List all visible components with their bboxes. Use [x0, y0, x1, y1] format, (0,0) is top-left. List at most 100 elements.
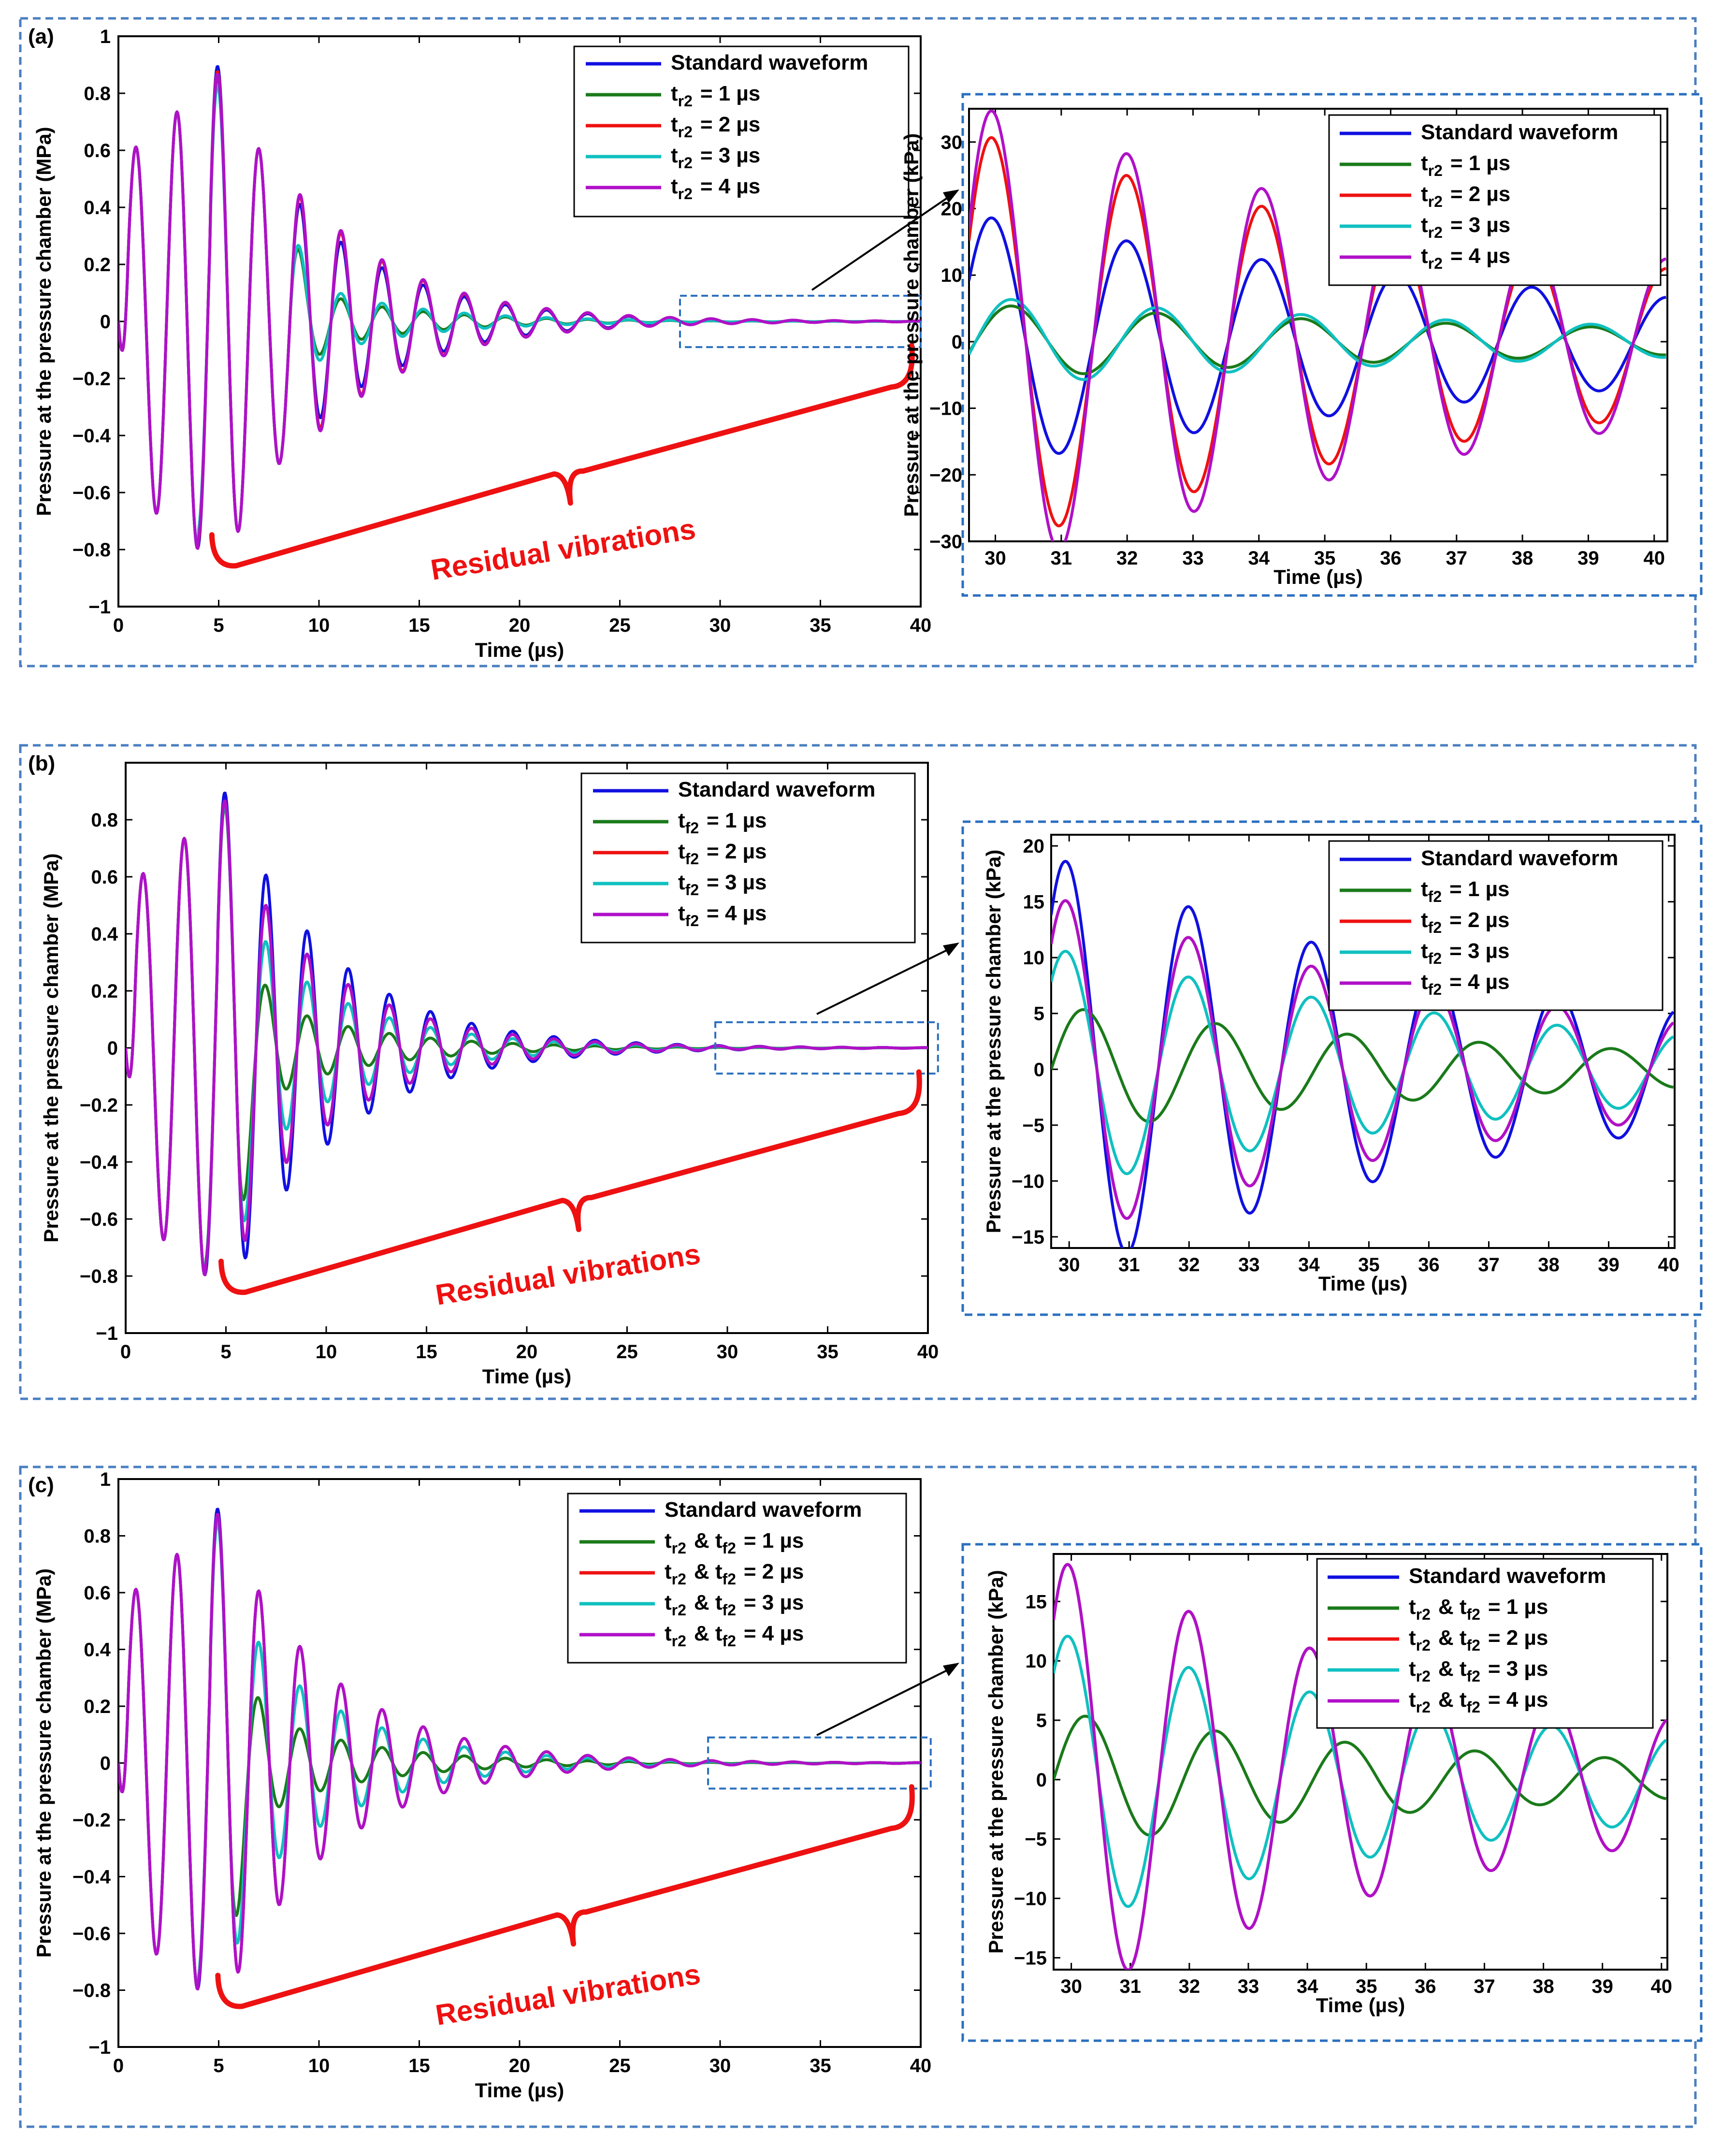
y-tick-label: −0.8	[80, 1266, 118, 1287]
x-tick-label: 33	[1182, 548, 1204, 569]
x-tick-label: 31	[1120, 1976, 1142, 1997]
y-tick-label: 15	[1023, 892, 1045, 913]
zoom-region-box	[679, 294, 922, 348]
x-tick-label: 39	[1598, 1254, 1620, 1276]
legend-label: tr2 & tf2 = 2 µs	[665, 1560, 804, 1588]
series-line-3	[969, 298, 1666, 381]
residual-brace	[209, 343, 915, 569]
y-tick-label: 0	[952, 332, 962, 353]
x-axis-label: Time (µs)	[1273, 566, 1362, 588]
x-tick-label: 34	[1297, 1976, 1318, 1997]
x-tick-label: 35	[810, 615, 831, 636]
series-line-4	[118, 1513, 921, 1990]
y-tick-label: −0.4	[72, 425, 111, 447]
legend-label: Standard waveform	[1421, 846, 1618, 870]
legend-label: Standard waveform	[1421, 120, 1618, 144]
y-axis-label: Pressure at the pressure chamber (kPa)	[984, 1570, 1007, 1954]
x-tick-label: 40	[917, 1341, 939, 1363]
x-tick-label: 15	[408, 2055, 430, 2076]
x-tick-label: 5	[213, 615, 224, 636]
x-tick-label: 40	[910, 615, 932, 636]
legend: Standard waveform tr2 = 1 µs tr2 = 2 µs tr2…	[1328, 114, 1662, 286]
x-tick-label: 40	[1651, 1976, 1673, 1997]
legend-label: Standard waveform	[665, 1498, 862, 1522]
y-tick-label: −0.6	[80, 1209, 118, 1230]
y-tick-label: −0.8	[72, 1980, 111, 2002]
x-tick-label: 37	[1446, 548, 1468, 569]
panel-b: (b) 0 5 10 15 20 25 30 35 40 −1 −0.8 −0.6 −0.4 −0.2 0 0.…	[19, 744, 1703, 1400]
x-tick-label: 40	[1643, 548, 1665, 569]
y-tick-label: 0.6	[84, 140, 111, 161]
y-tick-label: 1	[100, 1469, 111, 1490]
legend-label: Standard waveform	[671, 51, 868, 74]
inset-chart: 30 31 32 33 34 35 36 37 38 39 40 −15 −10 −5 0 5 10 15 Time…	[984, 1553, 1673, 2017]
zoom-arrow	[816, 1667, 953, 1736]
x-tick-label: 35	[1358, 1254, 1380, 1276]
x-tick-label: 34	[1248, 548, 1270, 569]
y-tick-label: −1	[88, 596, 111, 618]
x-tick-label: 37	[1474, 1976, 1495, 1997]
y-tick-label: −10	[1014, 1888, 1047, 1910]
x-tick-label: 35	[1356, 1976, 1377, 1997]
legend: Standard waveform tf2 = 1 µs tf2 = 2 µs tf2…	[1328, 840, 1664, 1011]
y-tick-label: 0	[1036, 1770, 1047, 1791]
legend-label: tf2 = 4 µs	[1421, 970, 1509, 998]
panel-c: (c)0 5 10 15 20 25 30 35 40−1−0.8−0.6−0.4−0.200.…	[19, 1466, 1703, 2128]
legend-label: tr2 = 3 µs	[1421, 213, 1510, 241]
x-tick-label: 30	[709, 615, 731, 636]
y-tick-label: −1	[96, 1323, 118, 1344]
y-tick-label: −0.4	[80, 1152, 118, 1173]
zoom-arrow-head	[943, 189, 959, 203]
x-tick-label: 36	[1418, 1254, 1440, 1276]
legend-label: tr2 & tf2 = 3 µs	[665, 1591, 804, 1619]
legend-label: tr2 = 1 µs	[1421, 151, 1510, 179]
legend-label: tf2 = 2 µs	[678, 840, 767, 868]
x-tick-label: 31	[1051, 548, 1072, 569]
y-axis-label: Pressure at the pressure chamber (kPa)	[982, 850, 1005, 1234]
y-tick-label: −5	[1025, 1829, 1047, 1850]
y-tick-label: 0.2	[84, 1696, 111, 1717]
y-tick-label: 10	[1023, 947, 1045, 969]
y-tick-label: 0.4	[84, 1640, 111, 1661]
y-tick-label: 0	[107, 1038, 118, 1059]
y-axis-label: Pressure at the pressure chamber (MPa)	[40, 853, 62, 1242]
y-tick-label: −30	[929, 531, 962, 552]
legend-label: tf2 = 3 µs	[678, 871, 767, 899]
y-tick-label: −0.2	[80, 1095, 118, 1116]
x-axis-label: Time (µs)	[1316, 1994, 1405, 2017]
residual-brace	[218, 1069, 922, 1295]
zoom-arrow	[811, 193, 954, 291]
x-axis-label: Time (µs)	[475, 639, 564, 661]
legend-label: tr2 = 2 µs	[1421, 182, 1510, 210]
x-tick-label: 37	[1478, 1254, 1500, 1276]
x-tick-label: 34	[1298, 1254, 1320, 1276]
zoom-arrow	[816, 946, 953, 1015]
x-tick-label: 35	[810, 2055, 831, 2076]
zoom-region-box	[707, 1736, 932, 1790]
y-tick-label: 0	[1034, 1059, 1044, 1080]
zoom-arrow-head	[943, 943, 959, 956]
main-chart: 0 5 10 15 20 25 30 35 40 −1 −0.8 −0.6 −0.4 −0.2 0 0.2 0.…	[32, 1469, 932, 2102]
x-tick-label: 0	[120, 1341, 131, 1363]
y-tick-label: −10	[929, 398, 962, 420]
x-axis-label: Time (µs)	[475, 2079, 564, 2102]
legend-label: tr2 & tf2 = 2 µs	[1409, 1626, 1548, 1654]
series-line-1	[1054, 1714, 1667, 1837]
legend-label: tr2 = 1 µs	[671, 82, 760, 110]
x-tick-label: 40	[1658, 1254, 1679, 1276]
x-tick-label: 30	[1060, 1976, 1082, 1997]
y-tick-label: 0.4	[84, 197, 111, 218]
x-tick-label: 20	[509, 2055, 531, 2076]
y-tick-label: 5	[1034, 1003, 1044, 1025]
x-tick-label: 31	[1118, 1254, 1140, 1276]
y-tick-label: 5	[1036, 1710, 1047, 1731]
y-tick-label: 30	[941, 132, 963, 153]
x-tick-label: 0	[113, 2055, 124, 2076]
x-tick-label: 38	[1538, 1254, 1560, 1276]
x-tick-label: 35	[817, 1341, 839, 1363]
x-tick-label: 30	[1058, 1254, 1080, 1276]
panel-label: (b)	[28, 752, 55, 775]
legend-label: tr2 = 4 µs	[1421, 244, 1510, 272]
y-tick-label: 0.6	[84, 1582, 111, 1604]
y-tick-label: 20	[1023, 836, 1045, 857]
